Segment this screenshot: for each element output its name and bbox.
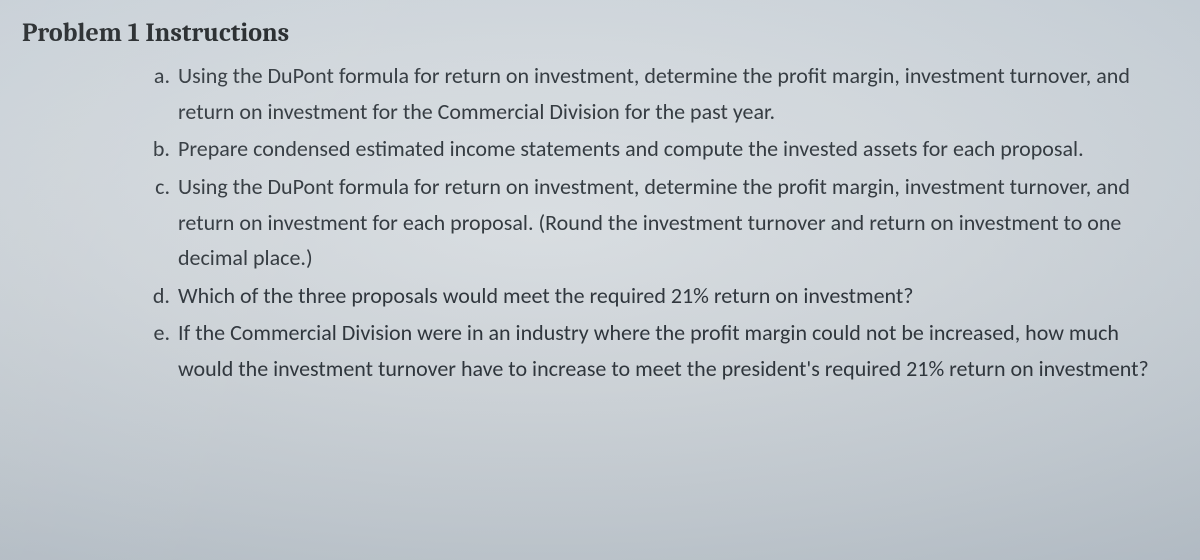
list-item: d. Which of the three proposals would me… bbox=[178, 278, 1168, 314]
list-text: Using the DuPont formula for return on i… bbox=[178, 173, 1130, 271]
list-item: a. Using the DuPont formula for return o… bbox=[178, 58, 1168, 129]
list-item: c. Using the DuPont formula for return o… bbox=[178, 169, 1168, 276]
list-marker: d. bbox=[146, 278, 170, 314]
list-item: b. Prepare condensed estimated income st… bbox=[178, 131, 1168, 167]
document-page: Problem 1 Instructions a. Using the DuPo… bbox=[0, 0, 1200, 399]
section-heading: Problem 1 Instructions bbox=[22, 18, 1180, 48]
list-marker: c. bbox=[146, 169, 170, 205]
list-marker: e. bbox=[146, 315, 170, 351]
list-text: Prepare condensed estimated income state… bbox=[178, 135, 1084, 162]
list-item: e. If the Commercial Division were in an… bbox=[178, 315, 1168, 386]
list-text: Using the DuPont formula for return on i… bbox=[178, 62, 1130, 125]
list-text: If the Commercial Division were in an in… bbox=[178, 319, 1149, 382]
list-marker: b. bbox=[146, 131, 170, 167]
instruction-list: a. Using the DuPont formula for return o… bbox=[20, 58, 1180, 387]
list-marker: a. bbox=[146, 58, 170, 94]
list-text: Which of the three proposals would meet … bbox=[178, 282, 913, 309]
